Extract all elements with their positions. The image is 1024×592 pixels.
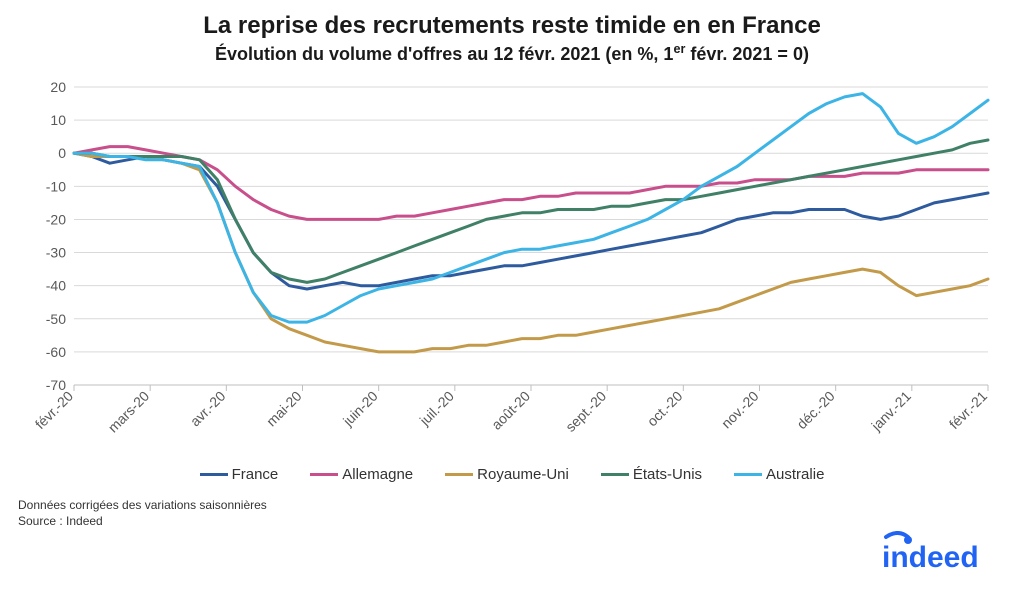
svg-text:-60: -60 (46, 344, 66, 360)
footnote-line-2: Source : Indeed (18, 513, 1006, 529)
legend-france: France (200, 466, 279, 483)
svg-text:juil.-20: juil.-20 (416, 388, 457, 429)
legend-australie: Australie (734, 466, 824, 483)
svg-text:févr.-21: févr.-21 (946, 388, 990, 432)
svg-text:nov.-20: nov.-20 (718, 388, 762, 432)
legend-swatch-ru (445, 473, 473, 476)
svg-text:-40: -40 (46, 278, 66, 294)
svg-text:mai-20: mai-20 (263, 388, 305, 430)
chart-legend: France Allemagne Royaume-Uni États-Unis … (18, 466, 1006, 483)
svg-text:oct.-20: oct.-20 (644, 388, 686, 430)
legend-swatch-au (734, 473, 762, 476)
subtitle-sup: er (673, 42, 685, 56)
subtitle-pre: Évolution du volume d'offres au 12 févr.… (215, 44, 673, 64)
svg-text:févr.-20: févr.-20 (32, 388, 76, 432)
svg-text:-20: -20 (46, 211, 66, 227)
svg-text:-30: -30 (46, 245, 66, 261)
legend-label-ru: Royaume-Uni (477, 466, 569, 483)
svg-text:avr.-20: avr.-20 (187, 388, 229, 430)
svg-text:-10: -10 (46, 178, 66, 194)
svg-text:-50: -50 (46, 311, 66, 327)
legend-swatch-france (200, 473, 228, 476)
legend-etats-unis: États-Unis (601, 466, 702, 483)
legend-swatch-allemagne (310, 473, 338, 476)
svg-text:janv.-21: janv.-21 (867, 388, 914, 435)
svg-text:0: 0 (58, 145, 66, 161)
legend-label-france: France (232, 466, 279, 483)
legend-swatch-us (601, 473, 629, 476)
legend-label-us: États-Unis (633, 466, 702, 483)
legend-label-au: Australie (766, 466, 824, 483)
svg-text:10: 10 (50, 112, 66, 128)
legend-allemagne: Allemagne (310, 466, 413, 483)
svg-text:20: 20 (50, 79, 66, 95)
svg-text:mars-20: mars-20 (105, 388, 153, 436)
svg-text:déc.-20: déc.-20 (793, 388, 837, 432)
legend-label-allemagne: Allemagne (342, 466, 413, 483)
chart-svg: -70-60-50-40-30-20-1001020févr.-20mars-2… (18, 75, 998, 455)
footnote-line-1: Données corrigées des variations saisonn… (18, 497, 1006, 513)
svg-text:août-20: août-20 (488, 388, 533, 433)
svg-text:sept.-20: sept.-20 (562, 388, 609, 435)
legend-royaume-uni: Royaume-Uni (445, 466, 569, 483)
chart-subtitle: Évolution du volume d'offres au 12 févr.… (18, 42, 1006, 65)
indeed-logo: indeed (878, 531, 998, 578)
chart-title: La reprise des recrutements reste timide… (18, 12, 1006, 40)
subtitle-post: févr. 2021 = 0) (685, 44, 809, 64)
svg-text:indeed: indeed (882, 541, 979, 573)
chart-footnote: Données corrigées des variations saisonn… (18, 497, 1006, 529)
svg-text:juin-20: juin-20 (339, 388, 381, 430)
line-chart: -70-60-50-40-30-20-1001020févr.-20mars-2… (18, 75, 1006, 460)
